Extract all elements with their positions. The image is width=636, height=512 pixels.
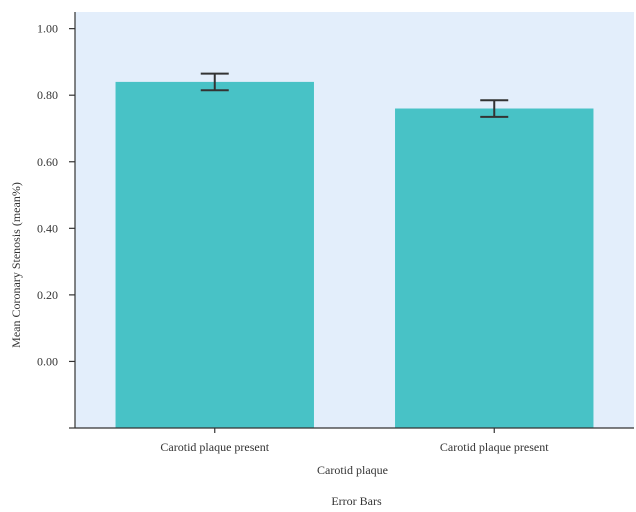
y-tick-label: 1.00 xyxy=(37,22,58,36)
y-tick-label: 0.40 xyxy=(37,221,58,235)
bar-1 xyxy=(115,81,314,428)
bar-2 xyxy=(395,108,594,429)
y-axis-title: Mean Coronary Stenosis (mean%) xyxy=(9,182,23,348)
error-bars-layer xyxy=(200,72,509,118)
error-bar-1 xyxy=(200,72,229,92)
error-bar-2 xyxy=(480,99,509,118)
footnote-error-bars: Error Bars xyxy=(331,494,382,507)
y-tick-label: 0.80 xyxy=(37,88,58,102)
bars-layer xyxy=(115,81,594,429)
x-tick-label: Carotid plaque present xyxy=(160,440,269,454)
y-tick-label: 0.00 xyxy=(37,354,58,368)
x-tick-label: Carotid plaque present xyxy=(440,440,549,454)
x-ticks-layer: Carotid plaque present Carotid plaque pre… xyxy=(160,428,549,454)
y-tick-label: 0.20 xyxy=(37,288,58,302)
x-axis-title: Carotid plaque xyxy=(317,463,388,477)
y-ticks-layer: 0.00 0.20 0.40 0.60 0.80 1.00 xyxy=(37,22,75,429)
y-tick-label: 0.60 xyxy=(37,155,58,169)
